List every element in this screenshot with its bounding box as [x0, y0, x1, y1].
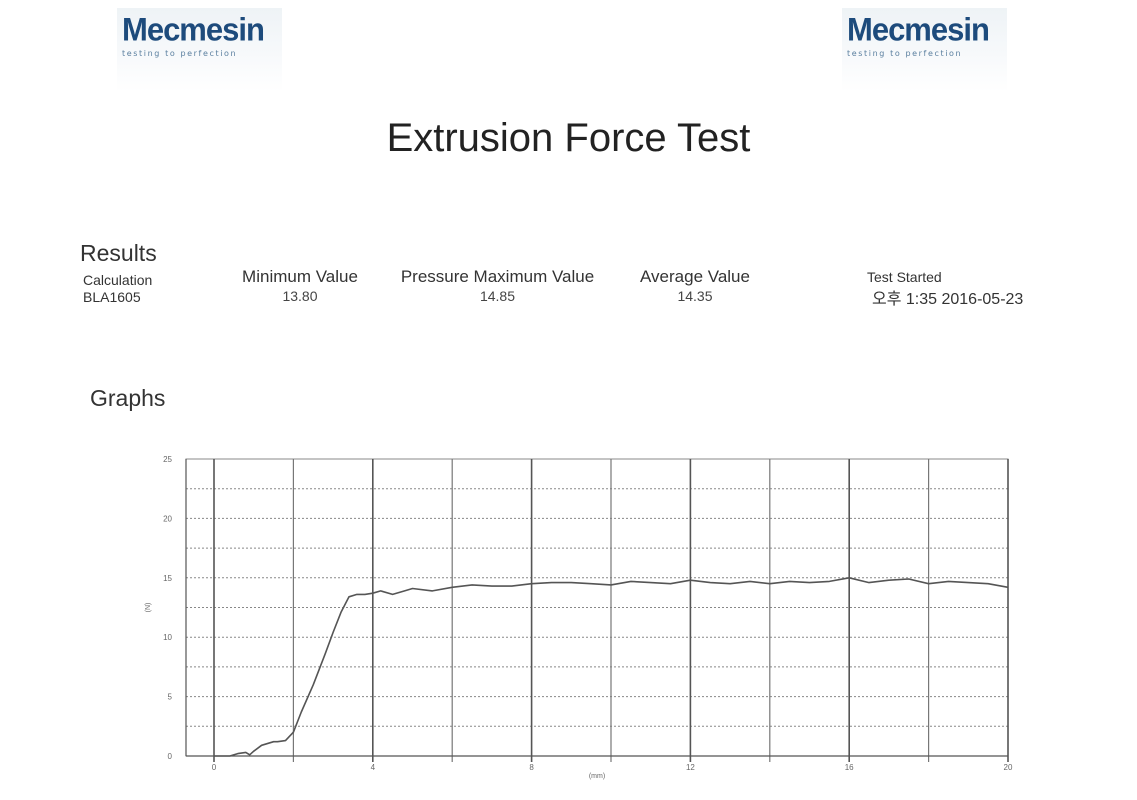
x-tick-label: 4 — [371, 763, 376, 772]
x-tick-label: 12 — [686, 763, 695, 772]
plot-frame — [185, 458, 1009, 757]
force-series-line — [214, 576, 1009, 757]
average-value-label: Average Value — [640, 267, 750, 286]
logo-name: Mecmesin — [847, 11, 990, 48]
average-value-block: Average Value 14.35 — [625, 267, 765, 304]
logo-tagline: testing to perfection — [122, 49, 238, 58]
x-tick-label: 8 — [529, 763, 534, 772]
x-tick-label: 16 — [845, 763, 854, 772]
mecmesin-logo-right: Mecmesin testing to perfection — [842, 8, 1007, 92]
x-tick-label: 0 — [212, 763, 217, 772]
maximum-value-block: Pressure Maximum Value 14.85 — [390, 267, 605, 304]
y-tick-label: 5 — [168, 693, 173, 702]
test-started-value: 오후 1:35 2016-05-23 — [872, 291, 1024, 308]
logo-name: Mecmesin — [122, 11, 265, 48]
y-tick-label: 20 — [163, 514, 172, 523]
mecmesin-logo-left: Mecmesin testing to perfection — [117, 8, 282, 92]
x-tick-label: 20 — [1004, 763, 1013, 772]
x-axis-label: (mm) — [589, 773, 605, 780]
minimum-value-block: Minimum Value 13.80 — [230, 267, 370, 304]
test-started-label: Test Started — [867, 269, 942, 285]
average-value: 14.35 — [677, 288, 713, 304]
minimum-value-label: Minimum Value — [242, 267, 358, 286]
maximum-value: 14.85 — [479, 288, 516, 304]
calculation-label: Calculation — [83, 272, 153, 288]
calculation-value: BLA1605 — [83, 289, 141, 305]
y-tick-label: 10 — [163, 633, 172, 642]
minimum-value: 13.80 — [282, 288, 318, 304]
results-heading: Results — [80, 240, 157, 266]
y-axis-label: (N) — [145, 603, 152, 613]
y-tick-label: 0 — [168, 752, 173, 761]
maximum-value-label: Pressure Maximum Value — [400, 267, 595, 286]
page-title: Extrusion Force Test — [386, 116, 751, 160]
logo-tagline: testing to perfection — [847, 49, 963, 58]
graphs-heading: Graphs — [90, 385, 166, 411]
y-tick-label: 15 — [163, 574, 172, 583]
y-tick-label: 25 — [163, 455, 172, 464]
